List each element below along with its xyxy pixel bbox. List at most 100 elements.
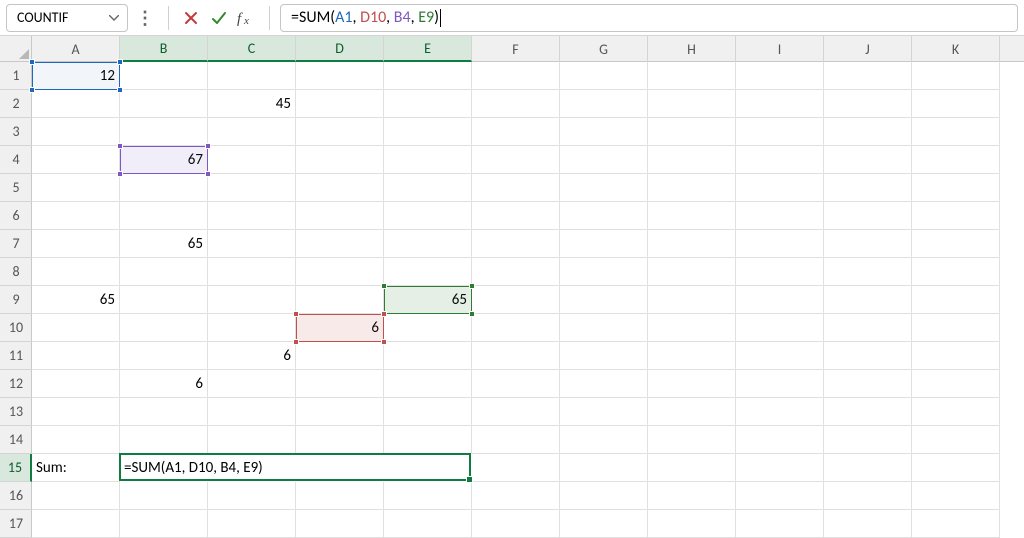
cell-E7[interactable] bbox=[384, 230, 472, 258]
cell-K1[interactable] bbox=[912, 62, 1000, 90]
cell-D16[interactable] bbox=[296, 482, 384, 510]
cell-A15[interactable]: Sum: bbox=[32, 454, 120, 482]
row-header-4[interactable]: 4 bbox=[0, 146, 32, 174]
cell-C3[interactable] bbox=[208, 118, 296, 146]
row-header-5[interactable]: 5 bbox=[0, 174, 32, 202]
cell-A9[interactable]: 65 bbox=[32, 286, 120, 314]
cell-D4[interactable] bbox=[296, 146, 384, 174]
cell-G5[interactable] bbox=[560, 174, 648, 202]
row-header-7[interactable]: 7 bbox=[0, 230, 32, 258]
row-header-15[interactable]: 15 bbox=[0, 454, 32, 482]
cell-I8[interactable] bbox=[736, 258, 824, 286]
cell-I17[interactable] bbox=[736, 510, 824, 538]
cell-J16[interactable] bbox=[824, 482, 912, 510]
cell-C1[interactable] bbox=[208, 62, 296, 90]
cell-C12[interactable] bbox=[208, 370, 296, 398]
cell-F1[interactable] bbox=[472, 62, 560, 90]
cell-E14[interactable] bbox=[384, 426, 472, 454]
cell-D17[interactable] bbox=[296, 510, 384, 538]
cell-D10[interactable]: 6 bbox=[296, 314, 384, 342]
cell-H9[interactable] bbox=[648, 286, 736, 314]
cell-A1[interactable]: 12 bbox=[32, 62, 120, 90]
cell-F9[interactable] bbox=[472, 286, 560, 314]
cell-B8[interactable] bbox=[120, 258, 208, 286]
cell-C17[interactable] bbox=[208, 510, 296, 538]
cell-B3[interactable] bbox=[120, 118, 208, 146]
cell-G2[interactable] bbox=[560, 90, 648, 118]
cell-G13[interactable] bbox=[560, 398, 648, 426]
cell-B5[interactable] bbox=[120, 174, 208, 202]
cell-I4[interactable] bbox=[736, 146, 824, 174]
cell-I1[interactable] bbox=[736, 62, 824, 90]
cell-G8[interactable] bbox=[560, 258, 648, 286]
cell-C8[interactable] bbox=[208, 258, 296, 286]
cell-J1[interactable] bbox=[824, 62, 912, 90]
cell-K5[interactable] bbox=[912, 174, 1000, 202]
cell-K8[interactable] bbox=[912, 258, 1000, 286]
cell-F6[interactable] bbox=[472, 202, 560, 230]
cell-A11[interactable] bbox=[32, 342, 120, 370]
cell-I9[interactable] bbox=[736, 286, 824, 314]
cell-J3[interactable] bbox=[824, 118, 912, 146]
cell-G14[interactable] bbox=[560, 426, 648, 454]
cell-H6[interactable] bbox=[648, 202, 736, 230]
cell-K2[interactable] bbox=[912, 90, 1000, 118]
cell-K10[interactable] bbox=[912, 314, 1000, 342]
column-header-G[interactable]: G bbox=[560, 36, 648, 62]
cell-H12[interactable] bbox=[648, 370, 736, 398]
cell-H1[interactable] bbox=[648, 62, 736, 90]
row-header-9[interactable]: 9 bbox=[0, 286, 32, 314]
cell-F4[interactable] bbox=[472, 146, 560, 174]
column-header-A[interactable]: A bbox=[32, 36, 120, 62]
cell-H17[interactable] bbox=[648, 510, 736, 538]
cell-G9[interactable] bbox=[560, 286, 648, 314]
cell-B12[interactable]: 6 bbox=[120, 370, 208, 398]
cell-F14[interactable] bbox=[472, 426, 560, 454]
cell-C4[interactable] bbox=[208, 146, 296, 174]
cell-G11[interactable] bbox=[560, 342, 648, 370]
cell-B9[interactable] bbox=[120, 286, 208, 314]
cell-E5[interactable] bbox=[384, 174, 472, 202]
cell-K13[interactable] bbox=[912, 398, 1000, 426]
cell-I10[interactable] bbox=[736, 314, 824, 342]
cell-C16[interactable] bbox=[208, 482, 296, 510]
column-header-F[interactable]: F bbox=[472, 36, 560, 62]
cell-K16[interactable] bbox=[912, 482, 1000, 510]
cell-I14[interactable] bbox=[736, 426, 824, 454]
cell-F3[interactable] bbox=[472, 118, 560, 146]
cell-F17[interactable] bbox=[472, 510, 560, 538]
select-all-corner[interactable] bbox=[0, 36, 32, 62]
column-header-B[interactable]: B bbox=[120, 36, 208, 62]
cell-D7[interactable] bbox=[296, 230, 384, 258]
cell-B1[interactable] bbox=[120, 62, 208, 90]
cell-D14[interactable] bbox=[296, 426, 384, 454]
cell-I2[interactable] bbox=[736, 90, 824, 118]
cell-G1[interactable] bbox=[560, 62, 648, 90]
cell-J12[interactable] bbox=[824, 370, 912, 398]
cell-B10[interactable] bbox=[120, 314, 208, 342]
row-header-14[interactable]: 14 bbox=[0, 426, 32, 454]
cell-B16[interactable] bbox=[120, 482, 208, 510]
cell-A16[interactable] bbox=[32, 482, 120, 510]
cell-A3[interactable] bbox=[32, 118, 120, 146]
cell-I5[interactable] bbox=[736, 174, 824, 202]
cell-F16[interactable] bbox=[472, 482, 560, 510]
column-header-H[interactable]: H bbox=[648, 36, 736, 62]
cell-J5[interactable] bbox=[824, 174, 912, 202]
cell-H15[interactable] bbox=[648, 454, 736, 482]
cell-K15[interactable] bbox=[912, 454, 1000, 482]
cell-I16[interactable] bbox=[736, 482, 824, 510]
row-header-6[interactable]: 6 bbox=[0, 202, 32, 230]
kebab-icon[interactable]: ⋮ bbox=[132, 7, 158, 29]
cell-C7[interactable] bbox=[208, 230, 296, 258]
cell-B6[interactable] bbox=[120, 202, 208, 230]
cell-K12[interactable] bbox=[912, 370, 1000, 398]
cell-G16[interactable] bbox=[560, 482, 648, 510]
row-header-1[interactable]: 1 bbox=[0, 62, 32, 90]
cell-F5[interactable] bbox=[472, 174, 560, 202]
cell-F13[interactable] bbox=[472, 398, 560, 426]
cell-J11[interactable] bbox=[824, 342, 912, 370]
cell-C9[interactable] bbox=[208, 286, 296, 314]
cell-G17[interactable] bbox=[560, 510, 648, 538]
cell-J2[interactable] bbox=[824, 90, 912, 118]
